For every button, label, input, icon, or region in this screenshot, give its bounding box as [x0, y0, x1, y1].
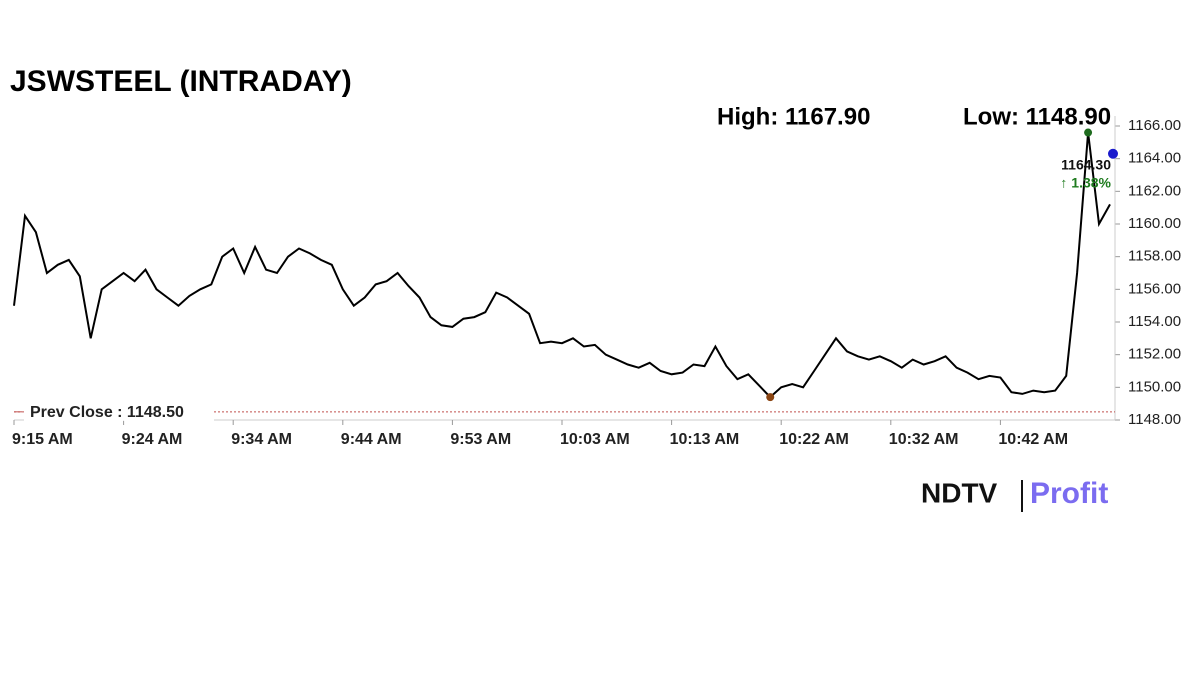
y-tick-label: 1156.00 [1128, 280, 1181, 297]
y-tick-label: 1164.00 [1128, 150, 1181, 167]
chart-title: JSWSTEEL (INTRADAY) [10, 65, 352, 98]
last-price-marker [1108, 148, 1118, 159]
x-tick-label: 9:15 AM [12, 431, 73, 448]
y-tick-label: 1166.00 [1128, 117, 1181, 134]
y-tick-label: 1152.00 [1128, 346, 1181, 363]
brand-ndtv: NDTV [921, 477, 998, 508]
y-tick-label: 1160.00 [1128, 215, 1181, 232]
change-label: ↑ 1.38% [1060, 174, 1111, 190]
y-tick-label: 1158.00 [1128, 248, 1181, 265]
high-marker [1084, 128, 1093, 137]
price-line [13, 132, 1111, 399]
x-tick-label: 10:22 AM [779, 431, 849, 448]
low-marker [766, 393, 775, 402]
x-tick-label: 9:44 AM [341, 431, 402, 448]
x-tick-label: 9:53 AM [450, 431, 511, 448]
high-label: High: 1167.90 [717, 103, 870, 130]
reference-label-bg [24, 400, 214, 421]
x-tick-label: 10:13 AM [670, 431, 740, 448]
last-price-label: 1164.30 [1061, 156, 1111, 172]
x-tick-label: 10:32 AM [889, 431, 959, 448]
y-tick-label: 1148.00 [1128, 411, 1181, 428]
y-tick-label: 1150.00 [1128, 378, 1181, 395]
y-tick-label: 1162.00 [1128, 182, 1181, 199]
low-label: Low: 1148.90 [963, 103, 1111, 130]
y-tick-label: 1154.00 [1128, 313, 1181, 330]
x-tick-label: 10:03 AM [560, 431, 630, 448]
x-tick-label: 9:24 AM [122, 431, 183, 448]
x-tick-label: 9:34 AM [231, 431, 292, 448]
reference-label: Prev Close : 1148.50 [30, 404, 184, 421]
x-tick-label: 10:42 AM [998, 431, 1068, 448]
brand-profit: Profit [1030, 477, 1108, 510]
